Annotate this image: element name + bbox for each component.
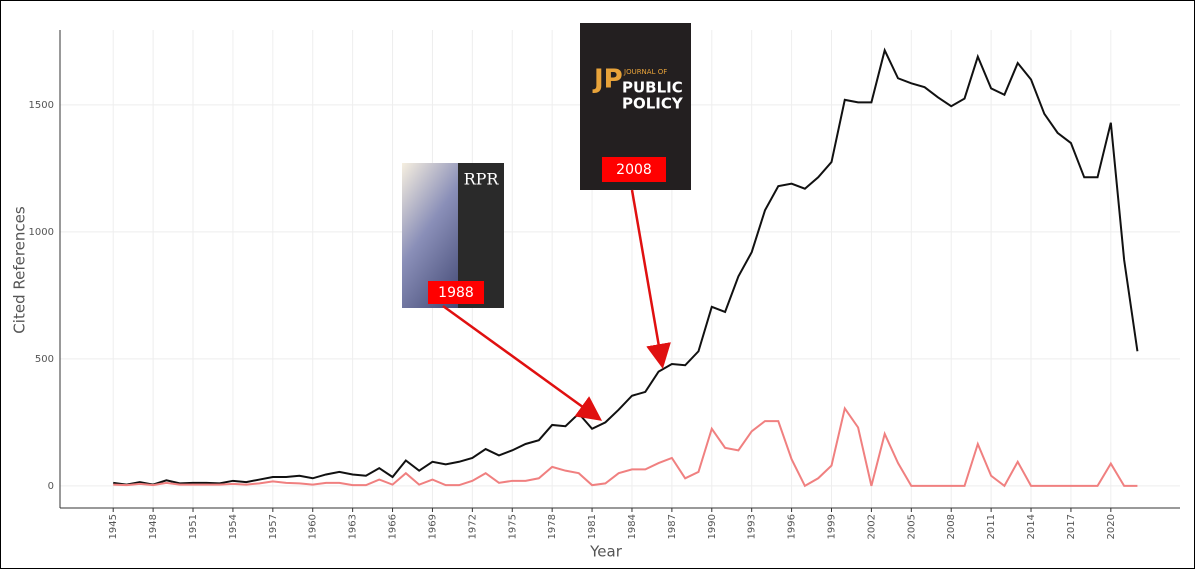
series-line (113, 406, 1138, 488)
y-tick-label: 0 (48, 481, 54, 492)
cover-rpr: RPR 1988 (402, 163, 504, 308)
x-tick-label: 1963 (348, 514, 359, 539)
x-tick-label: 2017 (1066, 514, 1077, 539)
cover-line: PUBLIC (622, 79, 683, 97)
x-tick-label: 2011 (986, 514, 997, 539)
x-tick-label: 1957 (268, 514, 279, 539)
arrow (630, 189, 671, 369)
x-tick-label: 2020 (1106, 514, 1117, 539)
x-axis-title: Year (589, 543, 623, 561)
x-tick-label: 1975 (507, 514, 518, 539)
annotation-box (428, 281, 484, 304)
cover-line: JOURNAL OF (623, 68, 667, 76)
x-tick-label: 1954 (228, 514, 239, 539)
x-tick-label: 1990 (707, 514, 718, 539)
x-tick-label: 2008 (946, 514, 957, 539)
annotation-label: 1988 (438, 285, 474, 301)
x-tick-label: 2002 (866, 514, 877, 539)
annotation-label: 2008 (616, 162, 652, 178)
x-tick-label: 1948 (148, 514, 159, 539)
y-axis-title: Cited References (11, 206, 29, 334)
x-tick-label: 1969 (427, 514, 438, 539)
x-tick-label: 1972 (467, 514, 478, 539)
x-tick-label: 1945 (108, 514, 119, 539)
cover-jpp: JP JOURNAL OF PUBLIC POLICY 2008 (580, 23, 691, 190)
cover-logo: JP (592, 65, 623, 95)
x-tick-label: 1981 (587, 514, 598, 539)
grid: 0 500 1000 1500 1945 1948 1951 1954 1957 1960 1963… (29, 30, 1180, 539)
x-tick-label: 2005 (906, 514, 917, 539)
y-tick-label: 500 (35, 354, 54, 365)
y-tick-label: 1000 (29, 227, 54, 238)
x-tick-label: 1966 (388, 514, 399, 539)
x-tick-label: 1996 (787, 514, 798, 539)
cover-title: RPR (464, 170, 500, 189)
plot (113, 47, 1139, 488)
y-tick-label: 1500 (29, 100, 54, 111)
x-tick-label: 1993 (747, 514, 758, 539)
series-line (113, 47, 1139, 486)
annotation-box (602, 157, 666, 182)
x-tick-label: 1984 (627, 514, 638, 539)
x-tick-label: 1951 (188, 514, 199, 539)
x-tick-label: 1999 (826, 514, 837, 539)
cover-line: POLICY (622, 95, 684, 113)
x-tick-label: 1987 (667, 514, 678, 539)
x-tick-label: 2014 (1026, 514, 1037, 539)
arrow (442, 304, 603, 421)
x-tick-label: 1960 (308, 514, 319, 539)
x-tick-label: 1978 (547, 514, 558, 539)
